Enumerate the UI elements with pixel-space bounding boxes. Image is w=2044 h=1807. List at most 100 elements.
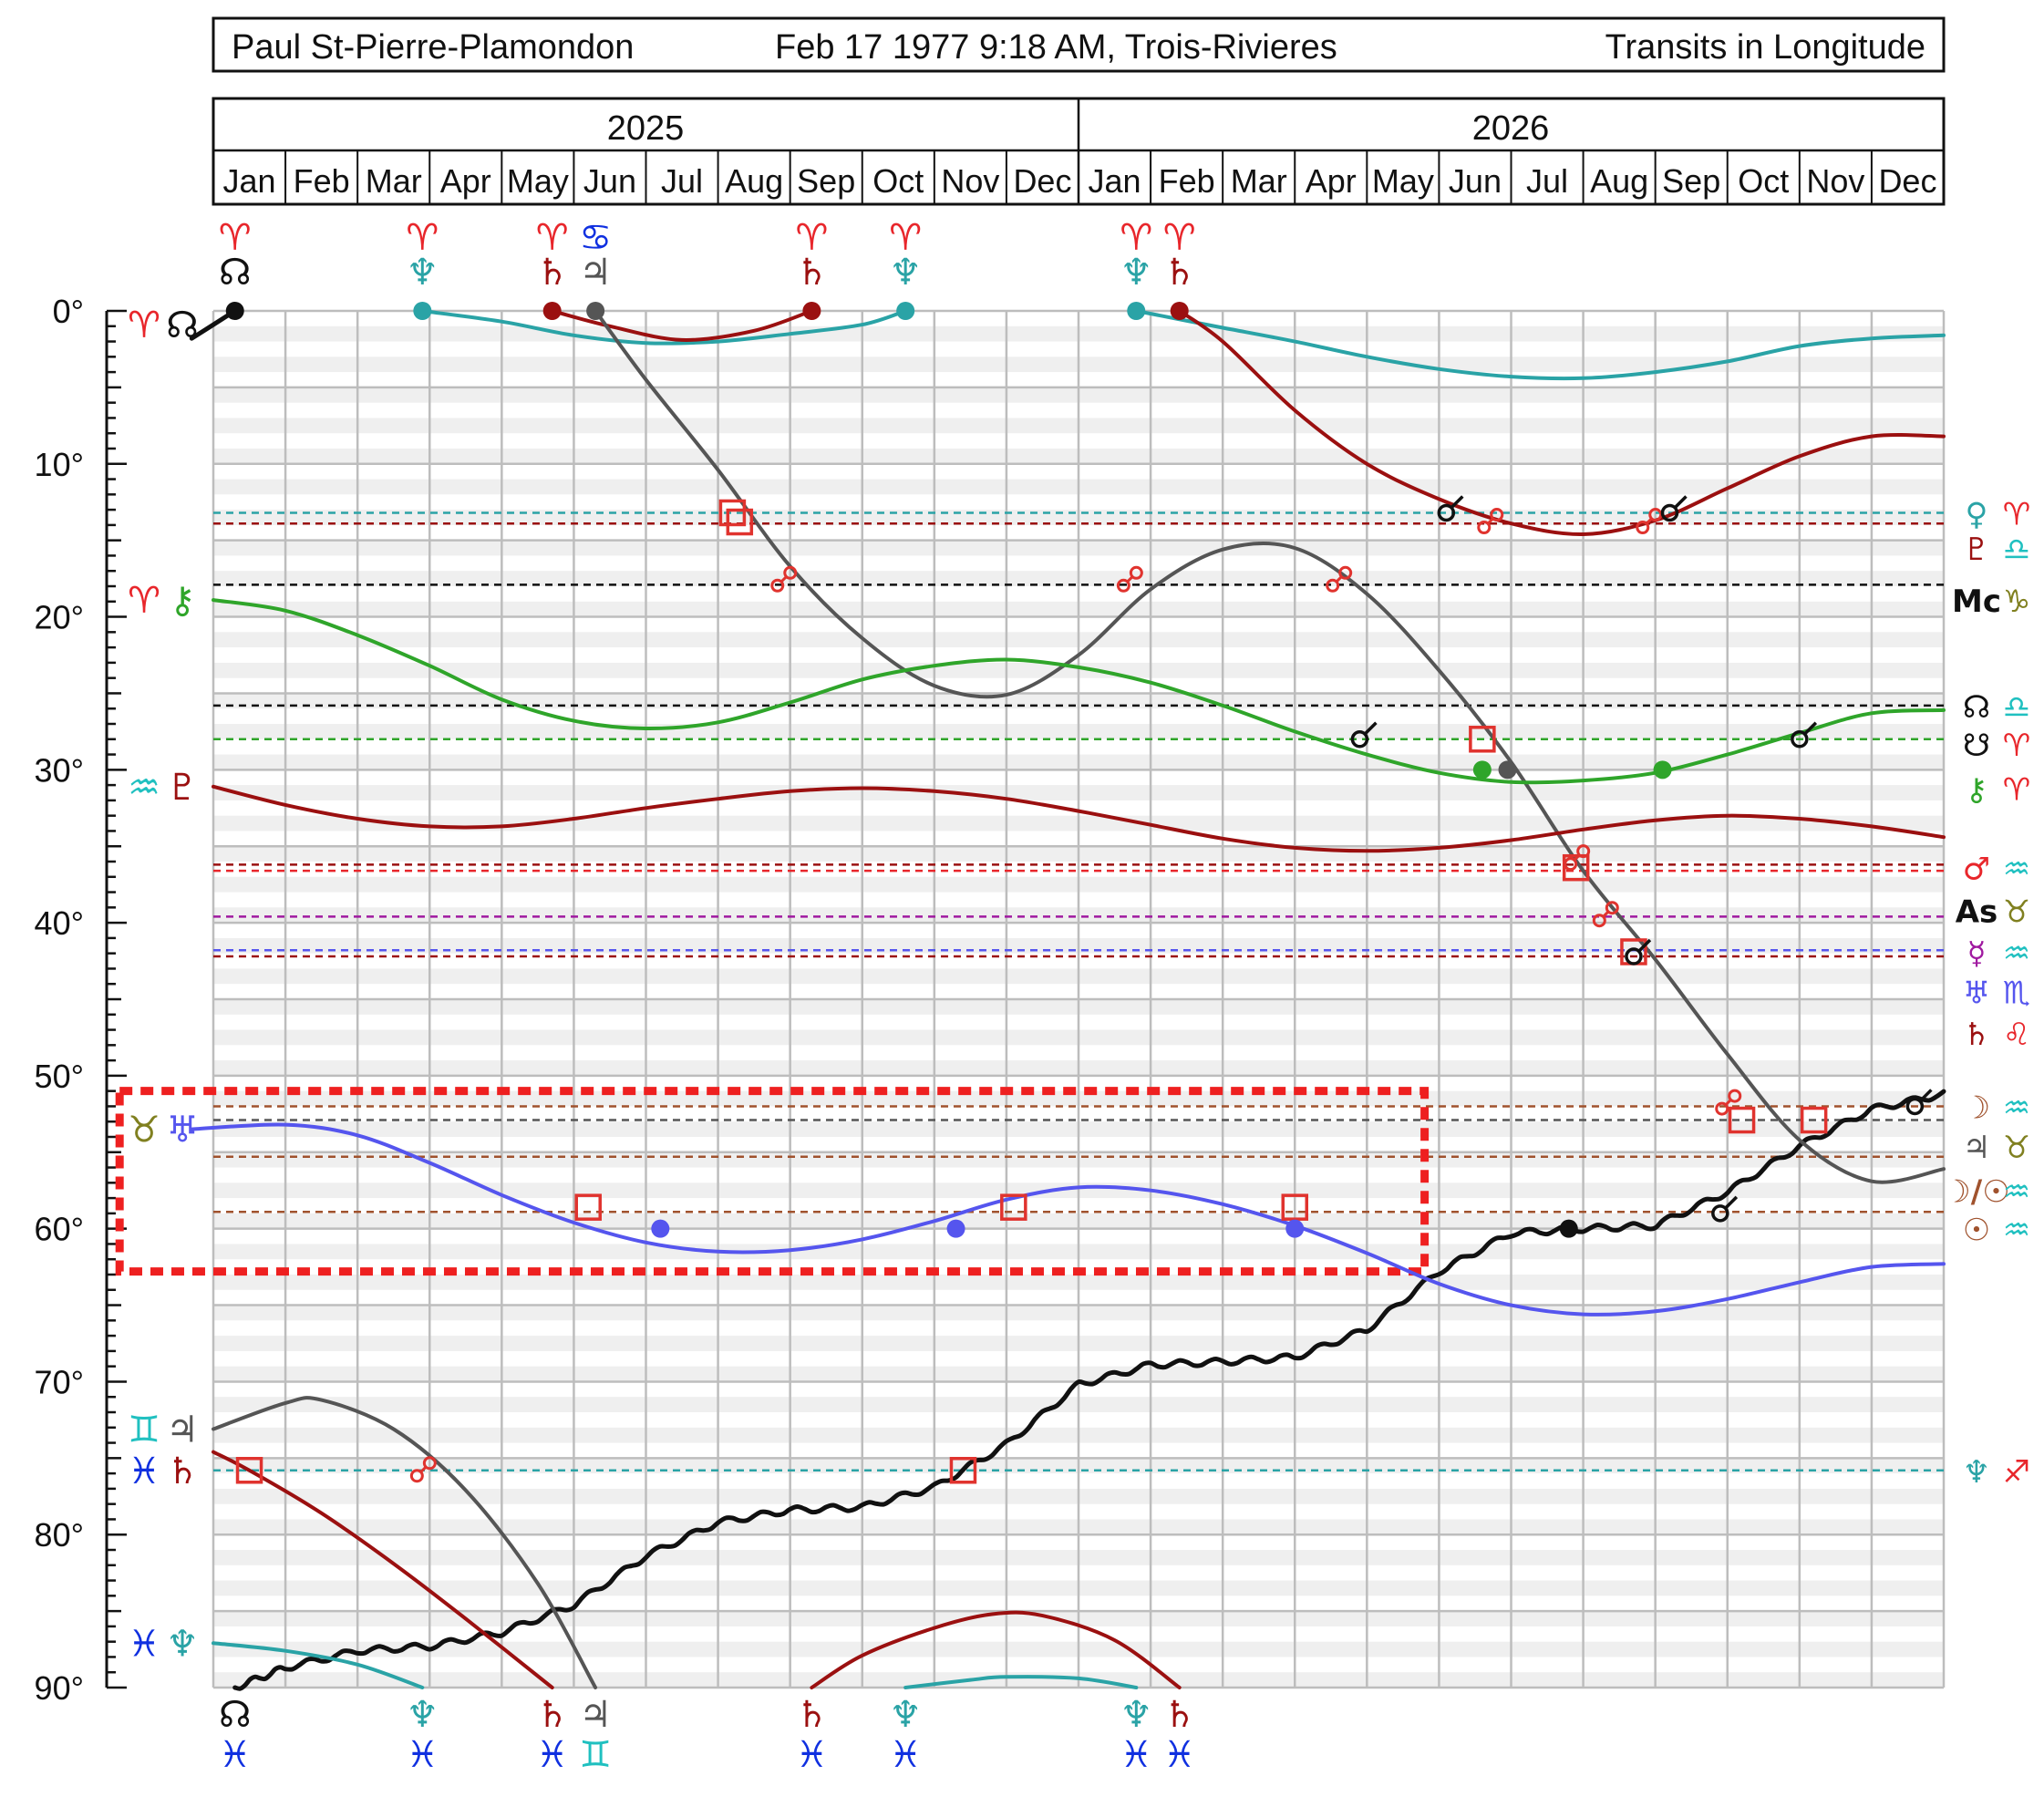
month-label: Oct xyxy=(1738,162,1789,200)
conjunction-circle xyxy=(1905,1097,1925,1116)
bottom-marker-planet: ♄ xyxy=(536,1694,569,1736)
y-tick-label: 90° xyxy=(35,1669,84,1707)
station-dot xyxy=(542,302,562,320)
opposition-circle xyxy=(1338,565,1353,580)
top-marker-planet: ♆ xyxy=(406,252,439,294)
series-saturn_a xyxy=(550,309,814,342)
series-saturn_c xyxy=(212,1450,554,1689)
conjunction-circle xyxy=(1625,947,1643,965)
right-label-sign: ♉ xyxy=(2003,894,2030,931)
bottom-marker-planet: ♄ xyxy=(1163,1694,1196,1736)
bottom-marker-planet: ☊ xyxy=(219,1694,252,1736)
month-label: Aug xyxy=(725,162,783,200)
right-label-sign: ♈ xyxy=(2003,771,2030,808)
bottom-marker-planet: ♆ xyxy=(406,1694,439,1736)
y-tick-label: 20° xyxy=(35,599,84,636)
month-label: Jun xyxy=(1449,162,1502,200)
conjunction-stem xyxy=(1723,1195,1739,1211)
conjunction-stem xyxy=(1450,495,1464,510)
conjunction-circle xyxy=(1350,730,1369,749)
station-dot xyxy=(1498,760,1517,780)
opposition-circle xyxy=(422,1456,437,1471)
month-label: Jan xyxy=(1089,162,1141,200)
top-marker-sign: ♋ xyxy=(579,217,612,259)
station-dot xyxy=(1170,302,1189,320)
top-marker-planet: ♆ xyxy=(889,252,922,294)
station-dot xyxy=(802,302,821,320)
conjunction-aspect-mark xyxy=(1437,495,1464,522)
left-labels: ♈ ☊♈ ⚷♒ ♇♉ ♅♊ ♃♓ ♄♓ ♆ xyxy=(128,305,199,1665)
opposition-aspect-mark xyxy=(1326,565,1353,593)
right-label-planet: ♇ xyxy=(1963,532,1990,568)
series-saturn_d xyxy=(810,1610,1182,1689)
right-label-sign: ♌ xyxy=(2003,1017,2030,1053)
series-saturn_b xyxy=(1177,309,1946,537)
top-markers: ♈☊♈♆♈♄♋♃♈♄♈♆♈♆♈♄ xyxy=(219,217,1196,294)
bottom-marker-planet: ♆ xyxy=(889,1694,922,1736)
series-node_b xyxy=(232,1089,1946,1691)
right-label-sign: ♑ xyxy=(2003,583,2030,620)
right-label-sign: ♒ xyxy=(2003,852,2030,888)
opposition-circle xyxy=(1728,1089,1742,1103)
station-dot xyxy=(1653,760,1672,780)
series-jupiter_b xyxy=(212,1396,598,1689)
opposition-aspect-mark xyxy=(409,1456,437,1483)
header-chart-kind: Transits in Longitude xyxy=(1605,28,1925,67)
opposition-stem xyxy=(419,1465,428,1473)
right-label-planet: ☋ xyxy=(1963,728,1990,764)
right-label-planet: Mc xyxy=(1952,583,2001,620)
series-jupiter_a xyxy=(594,309,1946,1184)
conjunction-stem xyxy=(1673,495,1688,510)
month-label: Dec xyxy=(1013,162,1071,200)
station-dot xyxy=(946,1219,965,1238)
y-tick-label: 60° xyxy=(35,1211,84,1248)
right-label-planet: ♄ xyxy=(1963,1017,1990,1053)
y-tick-label: 10° xyxy=(35,446,84,483)
opposition-stem xyxy=(1126,575,1134,583)
top-marker-sign: ♈ xyxy=(795,217,828,259)
top-marker-planet: ♄ xyxy=(536,252,569,294)
station-dot xyxy=(586,302,605,320)
opposition-circle xyxy=(1490,508,1504,522)
y-axis: 0° 10° 20° 30° 40° 50° 60° 70° 80° 90° xyxy=(35,293,127,1707)
conjunction-circle xyxy=(1711,1204,1729,1223)
right-label-sign: ♎ xyxy=(2003,532,2030,568)
bottom-marker-sign: ♓ xyxy=(536,1734,569,1776)
top-marker-planet: ♃ xyxy=(579,252,612,294)
month-label: Apr xyxy=(440,162,491,200)
square-aspect-mark xyxy=(1281,1193,1308,1221)
right-label-sign: ♎ xyxy=(2003,689,2030,726)
left-label-planet: ♇ xyxy=(166,767,199,809)
bottom-marker-sign: ♓ xyxy=(219,1734,252,1776)
bottom-marker-sign: ♓ xyxy=(889,1734,922,1776)
series-neptune_c xyxy=(212,1641,425,1689)
left-label-planet: ☊ xyxy=(166,305,199,346)
header-event: Feb 17 1977 9:18 AM, Trois-Rivieres xyxy=(775,28,1337,67)
conjunction-aspect-mark xyxy=(1711,1195,1739,1223)
series-neptune_a xyxy=(420,309,908,346)
bottom-marker-planet: ♃ xyxy=(579,1694,612,1736)
square-aspect-mark xyxy=(1728,1106,1756,1134)
square-aspect-mark xyxy=(1800,1106,1828,1134)
square-aspect-mark xyxy=(1469,726,1496,753)
month-label: Feb xyxy=(1159,162,1215,200)
left-label-sign: ♓ xyxy=(128,1623,160,1665)
opposition-stem xyxy=(1724,1099,1732,1107)
conjunction-stem xyxy=(1636,938,1652,954)
station-dot xyxy=(1127,302,1146,320)
top-marker-sign: ♈ xyxy=(1120,217,1152,259)
right-label-sign: ♏ xyxy=(2003,976,2030,1012)
month-label: Jul xyxy=(1526,162,1568,200)
right-label-sign: ♐ xyxy=(2003,1454,2030,1491)
month-label: Nov xyxy=(1806,162,1864,200)
conjunction-aspect-mark xyxy=(1791,721,1818,749)
station-dot xyxy=(651,1219,670,1238)
opposition-stem xyxy=(1645,517,1653,525)
left-label-planet: ♅ xyxy=(166,1110,199,1151)
series-uranus xyxy=(190,1122,1946,1317)
opposition-stem xyxy=(1573,853,1581,862)
month-label: Jan xyxy=(223,162,276,200)
opposition-circle xyxy=(1564,857,1578,872)
header-box xyxy=(212,16,1946,73)
